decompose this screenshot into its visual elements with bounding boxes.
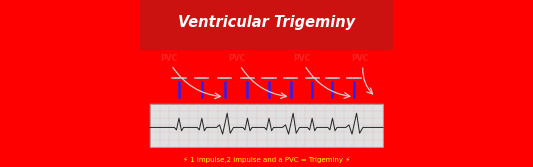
Text: PVC: PVC	[229, 54, 246, 63]
Text: PVC: PVC	[293, 54, 311, 63]
Bar	[150, 104, 383, 147]
Text: PVC: PVC	[352, 54, 369, 63]
FancyBboxPatch shape	[134, 0, 399, 50]
Text: Ventricular Trigeminy: Ventricular Trigeminy	[178, 15, 355, 30]
Text: PVC: PVC	[160, 54, 177, 63]
Text: ⚡ 1 impulse,2 impulse and a PVC = Trigeminy ⚡: ⚡ 1 impulse,2 impulse and a PVC = Trigem…	[183, 157, 350, 163]
